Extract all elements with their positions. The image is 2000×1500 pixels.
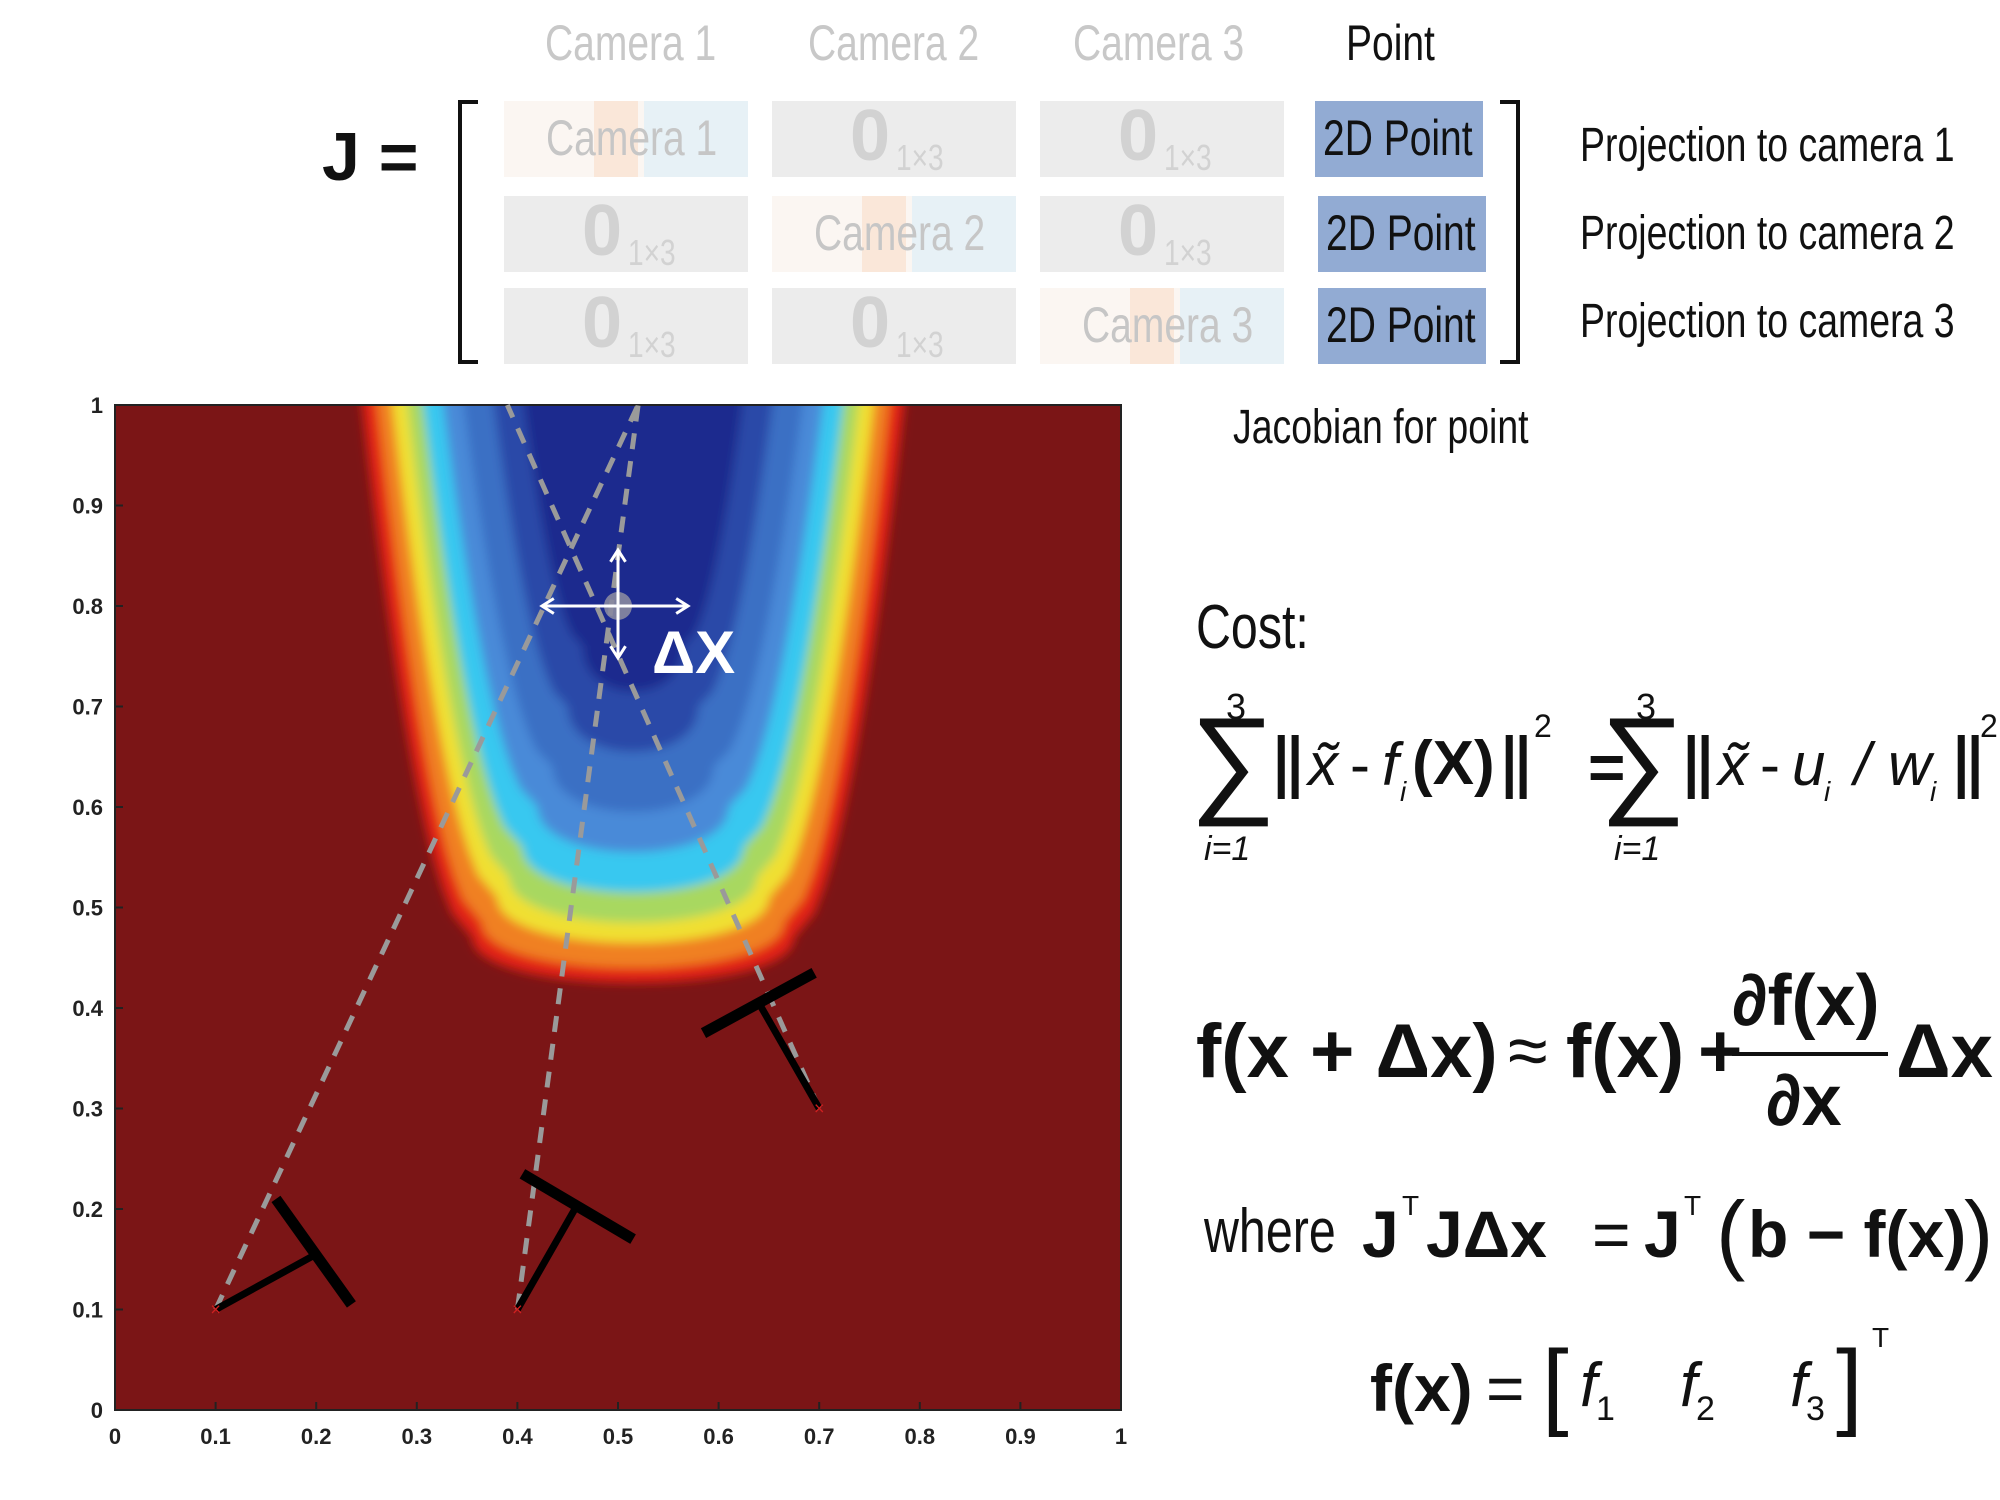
zero-block: 0 1×3 xyxy=(1040,191,1284,273)
x-tick-label: 0.2 xyxy=(301,1424,332,1449)
y-tick-label: 0.4 xyxy=(72,996,103,1021)
row-label-camera-2: Projection to camera 2 xyxy=(1580,207,1955,260)
delta-x-label: ΔX xyxy=(652,619,736,686)
zero-block: 0 1×3 xyxy=(772,283,1016,365)
zero-block: 0 1×3 xyxy=(504,191,748,273)
jacobian-matrix: Camera 1 Camera 2 Camera 3 Point J = Cam… xyxy=(0,0,2000,390)
svg-text:×: × xyxy=(210,1300,221,1320)
point-cell: 2D Point xyxy=(1318,288,1486,364)
cost-heatmap-plot: × × × 0 0.1 0.2 0.3 0.4 0.5 0.6 0.7 0.8 0.9 1 0 0.1 0.2… xyxy=(72,393,1127,1449)
x-tick-label: 0.7 xyxy=(804,1424,835,1449)
y-tick-label: 0.1 xyxy=(72,1298,103,1323)
col-header-point: Point xyxy=(1346,15,1435,71)
normal-equation: where J T JΔx = J T ( b − f(x) ) xyxy=(1204,1183,1994,1282)
camera-1: × xyxy=(210,1195,356,1320)
right-bracket xyxy=(1500,100,1520,364)
y-tick-label: 0.8 xyxy=(72,594,103,619)
sigma-symbol: ∑ xyxy=(1190,693,1276,827)
cost-contours xyxy=(362,405,905,983)
cost-label: Cost: xyxy=(1196,593,1309,662)
x-tick-label: 0.8 xyxy=(905,1424,936,1449)
y-tick-label: 0.3 xyxy=(72,1097,103,1122)
y-tick-label: 0.2 xyxy=(72,1197,103,1222)
camera-2: × xyxy=(512,1169,636,1320)
sigma-symbol: ∑ xyxy=(1600,693,1686,827)
col-header-camera-2: Camera 2 xyxy=(808,15,980,71)
cameras: × × × xyxy=(210,967,825,1320)
zero-block: 0 1×3 xyxy=(772,96,1016,178)
taylor-expansion: f(x + Δx) ≈ f(x) + ∂f(x) ∂x Δx xyxy=(1196,961,1993,1141)
y-tick-label: 1 xyxy=(91,393,103,418)
point-cell: 2D Point xyxy=(1315,101,1483,177)
fraction-bar xyxy=(1732,1052,1888,1056)
col-header-camera-1: Camera 1 xyxy=(545,15,717,71)
x-tick-label: 0.1 xyxy=(200,1424,231,1449)
y-tick-label: 0.9 xyxy=(72,494,103,519)
x-tick-label: 0.5 xyxy=(603,1424,634,1449)
cost-equation: 3 ∑ i=1 ‖ x̃ - f i (X) ‖ 2 = 3 ∑ i=1 ‖ x… xyxy=(1190,686,1998,868)
camera-3: × xyxy=(700,967,825,1119)
svg-text:×: × xyxy=(814,1099,825,1119)
contour-band-8 xyxy=(523,405,743,692)
y-tick-label: 0.6 xyxy=(72,795,103,820)
svg-text:×: × xyxy=(512,1300,523,1320)
axes: 0 0.1 0.2 0.3 0.4 0.5 0.6 0.7 0.8 0.9 1 0 0.1 0.2 0.3 0… xyxy=(72,393,1127,1449)
point-estimate xyxy=(539,547,691,661)
residual-vector: f(x) = [ f 1 f 2 f 3 ] T xyxy=(1370,1322,1890,1438)
x-tick-label: 0 xyxy=(109,1424,121,1449)
left-bracket xyxy=(458,100,478,364)
cell-camera-2: Camera 2 xyxy=(772,196,1016,272)
y-tick-label: 0.7 xyxy=(72,695,103,720)
zero-block: 0 1×3 xyxy=(504,283,748,365)
x-tick-label: 0.6 xyxy=(703,1424,734,1449)
point-cell: 2D Point xyxy=(1318,196,1486,272)
cell-camera-3: Camera 3 xyxy=(1040,288,1284,364)
y-tick-label: 0.5 xyxy=(72,896,103,921)
cell-camera-1: Camera 1 xyxy=(504,101,748,177)
y-tick-label: 0 xyxy=(91,1398,103,1423)
row-label-camera-3: Projection to camera 3 xyxy=(1580,295,1955,348)
zero-block: 0 1×3 xyxy=(1040,96,1284,178)
x-tick-label: 0.4 xyxy=(502,1424,533,1449)
x-tick-label: 0.9 xyxy=(1005,1424,1036,1449)
jacobian-caption: Jacobian for point xyxy=(1233,401,1529,454)
jacobian-symbol: J = xyxy=(322,119,419,195)
x-tick-label: 0.3 xyxy=(402,1424,433,1449)
x-tick-label: 1 xyxy=(1115,1424,1127,1449)
col-header-camera-3: Camera 3 xyxy=(1073,15,1245,71)
row-label-camera-1: Projection to camera 1 xyxy=(1580,119,1955,172)
